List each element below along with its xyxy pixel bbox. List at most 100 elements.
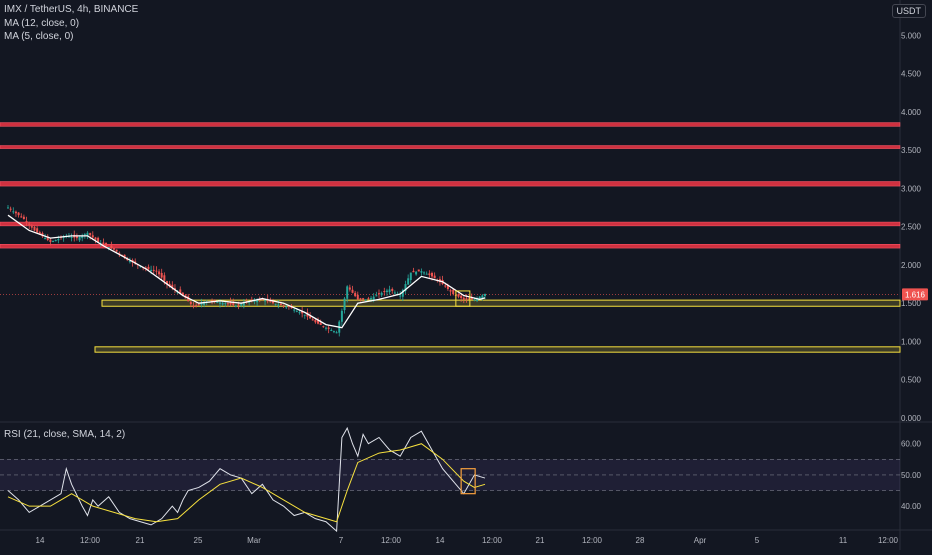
candle-body: [195, 305, 198, 307]
candle-body: [113, 248, 115, 250]
candle-body: [446, 285, 449, 290]
currency-button[interactable]: USDT: [891, 4, 926, 18]
candle-body: [152, 269, 155, 271]
rsi-tick-label: 60.00: [901, 440, 922, 449]
candle-body: [383, 290, 386, 292]
time-tick-label: 11: [839, 536, 848, 545]
price-tick-label: 3.500: [901, 146, 922, 155]
candle-body: [86, 232, 89, 237]
candle-body: [335, 332, 338, 334]
candle-body: [49, 239, 52, 242]
price-tick-label: 1.000: [901, 337, 922, 346]
price-tick-label: 0.000: [901, 414, 922, 423]
rsi-tick-label: 40.00: [901, 502, 922, 511]
candle-body: [317, 320, 320, 324]
candle-body: [309, 316, 312, 319]
candle-body: [417, 269, 420, 272]
support-zone: [94, 346, 901, 353]
candle-body: [97, 237, 100, 242]
time-tick-label: 28: [636, 536, 645, 545]
candle-body: [229, 301, 232, 305]
ma12-line: [7, 214, 486, 329]
candle-body: [391, 289, 394, 291]
candle-body: [232, 302, 235, 305]
candle-body: [89, 233, 92, 236]
candle-body: [224, 303, 227, 305]
candle-body: [181, 292, 184, 296]
rsi-ma-line: [7, 443, 486, 523]
candle-body: [478, 296, 481, 300]
symbol-legend[interactable]: IMX / TetherUS, 4h, BINANCE: [4, 4, 138, 15]
candle-body: [322, 326, 325, 328]
candle-body: [70, 236, 73, 238]
candle-body: [256, 300, 259, 303]
candle-body: [327, 327, 330, 329]
candle-body: [46, 236, 49, 241]
candle-body: [314, 319, 317, 323]
candle-body: [362, 298, 365, 300]
candle-body: [20, 216, 23, 218]
ma5-legend[interactable]: MA (5, close, 0): [4, 31, 73, 42]
time-tick-label: Apr: [694, 536, 707, 545]
candle-body: [163, 275, 166, 281]
candle-body: [295, 310, 298, 312]
candle-body: [192, 305, 195, 308]
price-tick-label: 5.000: [901, 31, 922, 40]
candle-body: [12, 211, 15, 213]
price-tick-label: 1.500: [901, 299, 922, 308]
candle-body: [91, 235, 94, 238]
candle-body: [54, 239, 57, 242]
candle-body: [399, 295, 402, 297]
moving-averages: [7, 214, 486, 329]
rsi-pane: [0, 426, 900, 533]
candle-body: [385, 290, 388, 293]
candle-body: [409, 272, 412, 280]
candle-body: [380, 292, 383, 296]
candle-body: [30, 226, 33, 228]
candle-body: [78, 236, 81, 241]
candle-body: [372, 296, 375, 301]
candle-body: [462, 297, 465, 300]
ma5-label: MA (5, close, 0): [4, 31, 74, 42]
candle-body: [52, 240, 55, 242]
resistance-zone: [0, 122, 901, 127]
ma12-label: MA (12, close, 0): [4, 18, 80, 29]
candle-body: [287, 306, 290, 308]
candle-body: [123, 254, 126, 258]
candle-body: [75, 236, 78, 239]
candle-body: [160, 272, 163, 278]
candle-body: [110, 245, 113, 249]
candle-body: [354, 292, 357, 297]
time-tick-label: 12:00: [381, 536, 402, 545]
candle-body: [67, 236, 70, 238]
candle-body: [173, 288, 176, 290]
time-tick-label: 14: [436, 536, 445, 545]
time-tick-label: 5: [755, 536, 760, 545]
candle-body: [401, 289, 404, 297]
candle-body: [203, 301, 206, 305]
candle-body: [457, 294, 460, 297]
candle-body: [107, 247, 110, 249]
time-tick-label: 12:00: [878, 536, 899, 545]
candle-body: [378, 293, 380, 295]
time-tick-label: 25: [194, 536, 203, 545]
time-tick-label: Mar: [247, 536, 261, 545]
resistance-zone: [0, 145, 901, 149]
candle-body: [179, 289, 182, 294]
candle-body: [250, 299, 253, 301]
candle-body: [343, 298, 346, 311]
candle-body: [158, 271, 161, 275]
ma12-legend[interactable]: MA (12, close, 0): [4, 18, 79, 29]
candle-body: [240, 303, 243, 306]
rsi-legend[interactable]: RSI (21, close, SMA, 14, 2): [4, 429, 125, 440]
candle-body: [105, 242, 108, 246]
candle-body: [166, 281, 168, 285]
candle-body: [370, 298, 373, 300]
candle-body: [298, 312, 301, 314]
highlight-box: [455, 290, 471, 307]
candle-body: [425, 273, 428, 275]
time-tick-label: 14: [36, 536, 45, 545]
